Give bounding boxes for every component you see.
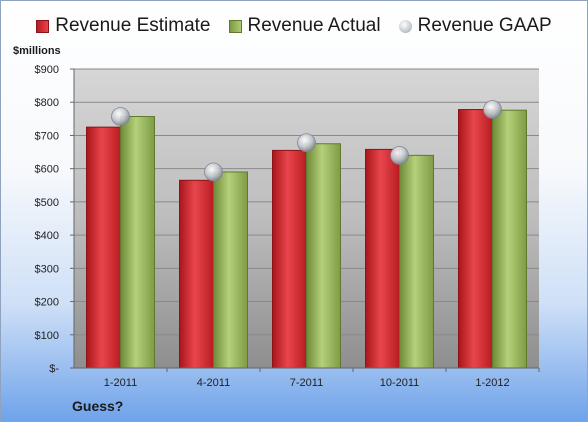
- gaap-markers: [111, 100, 502, 182]
- y-tick-label: $700: [35, 130, 59, 142]
- legend-item-actual: Revenue Actual: [228, 15, 381, 37]
- bars: [86, 109, 527, 369]
- legend-swatch-estimate: [36, 19, 50, 33]
- marker-revenue-gaap: [204, 162, 223, 182]
- footnote-text: Guess?: [72, 398, 124, 414]
- bar-revenue-estimate: [179, 179, 214, 369]
- bar-revenue-estimate: [365, 148, 400, 369]
- bar-revenue-actual: [213, 171, 248, 369]
- marker-revenue-gaap: [390, 145, 409, 165]
- x-tick-label: 1-2011: [104, 377, 137, 389]
- bar-revenue-actual: [120, 116, 155, 369]
- bar-revenue-estimate: [272, 149, 307, 369]
- marker-revenue-gaap: [297, 133, 316, 153]
- bar-revenue-estimate: [86, 126, 121, 369]
- legend-swatch-actual: [228, 19, 242, 33]
- legend: Revenue Estimate Revenue Actual Revenue …: [1, 15, 587, 37]
- bar-revenue-estimate: [458, 109, 493, 369]
- legend-label-gaap: Revenue GAAP: [417, 15, 552, 36]
- x-axis-ticks: 1-2011 4-2011 7-2011 10-2011 1-2012: [104, 368, 540, 389]
- y-tick-label: $300: [35, 263, 59, 275]
- y-tick-label: $400: [35, 230, 59, 242]
- bar-revenue-actual: [306, 143, 341, 369]
- x-tick-label: 1-2012: [475, 377, 509, 389]
- y-tick-label: $800: [35, 97, 59, 109]
- legend-item-estimate: Revenue Estimate: [36, 15, 211, 37]
- legend-label-estimate: Revenue Estimate: [55, 15, 211, 36]
- marker-revenue-gaap: [111, 107, 130, 126]
- y-tick-label: $600: [35, 164, 59, 176]
- x-tick-label: 4-2011: [197, 377, 230, 389]
- bar-revenue-actual: [492, 109, 527, 369]
- legend-label-actual: Revenue Actual: [247, 15, 381, 36]
- y-tick-label: $100: [35, 330, 59, 342]
- y-tick-label: $200: [35, 297, 59, 309]
- legend-marker-gaap: [398, 19, 412, 33]
- legend-item-gaap: Revenue GAAP: [398, 15, 552, 37]
- x-tick-label: 7-2011: [290, 377, 323, 389]
- x-tick-label: 10-2011: [380, 377, 420, 389]
- bar-revenue-actual: [399, 154, 434, 369]
- y-tick-label: $500: [35, 197, 59, 209]
- y-tick-label: $900: [35, 64, 59, 76]
- y-axis-ticks: $- $100 $200 $300 $400 $500 $600 $700 $800 $900: [35, 64, 539, 375]
- y-tick-label: $-: [49, 363, 59, 375]
- y-unit-label: $millions: [13, 45, 61, 57]
- marker-revenue-gaap: [483, 100, 502, 119]
